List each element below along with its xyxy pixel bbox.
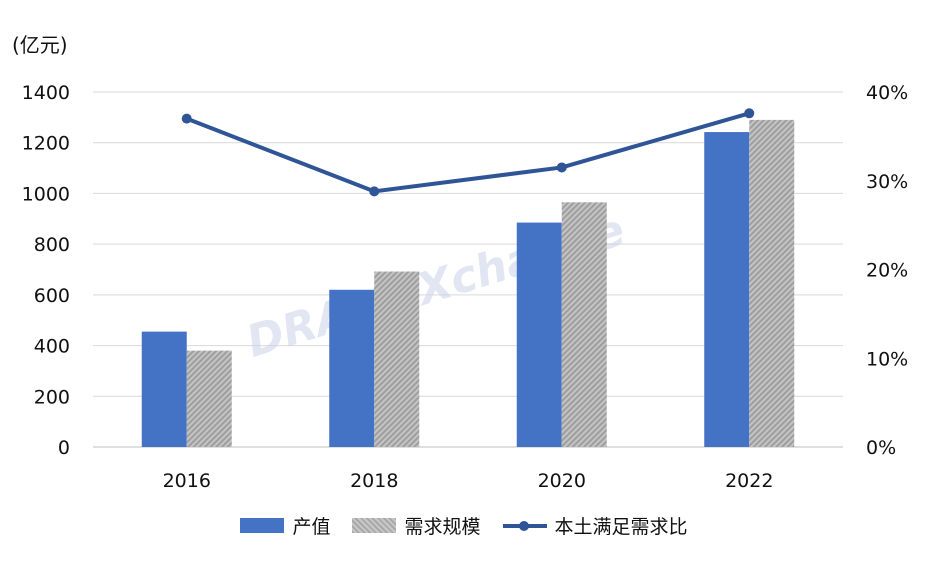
bar-output bbox=[704, 132, 750, 448]
ratio-line bbox=[181, 108, 755, 197]
bar-demand bbox=[749, 119, 795, 448]
x-axis-ticks: 2016 2018 2020 2022 bbox=[163, 470, 774, 492]
legend-label-ratio: 本土满足需求比 bbox=[554, 516, 688, 538]
x-tick-label: 2020 bbox=[538, 470, 586, 492]
legend-label-output: 产值 bbox=[292, 516, 331, 538]
bar-output bbox=[329, 289, 375, 447]
legend-swatch-demand bbox=[352, 518, 397, 533]
x-tick-label: 2018 bbox=[350, 470, 398, 492]
y2-tick-label: 10% bbox=[866, 348, 908, 370]
y-tick-label: 800 bbox=[34, 234, 70, 256]
legend-label-demand: 需求规模 bbox=[404, 516, 481, 538]
bar-demand bbox=[561, 202, 607, 447]
ratio-point bbox=[369, 186, 380, 197]
y-tick-label: 400 bbox=[34, 336, 70, 358]
legend-swatch-output bbox=[240, 518, 285, 533]
legend-item-demand: 需求规模 bbox=[352, 512, 481, 539]
y-tick-label: 1200 bbox=[22, 133, 70, 155]
y-tick-label: 0 bbox=[58, 437, 70, 459]
y-tick-label: 1000 bbox=[22, 183, 70, 205]
bar-demand bbox=[186, 350, 232, 447]
y-tick-label: 200 bbox=[34, 386, 70, 408]
y2-tick-label: 40% bbox=[866, 82, 908, 104]
ratio-point bbox=[744, 108, 755, 119]
legend-swatch-ratio bbox=[502, 518, 547, 533]
bar-output bbox=[516, 222, 562, 447]
ratio-point bbox=[181, 113, 192, 124]
bar-output bbox=[141, 331, 187, 447]
y-axis-unit-label: (亿元) bbox=[12, 33, 68, 57]
y-tick-label: 1400 bbox=[22, 82, 70, 104]
y2-tick-label: 0% bbox=[866, 437, 896, 459]
legend: 产值 需求规模 本土满足需求比 bbox=[0, 512, 928, 539]
y2-axis-ticks: 0% 10% 20% 30% 40% bbox=[866, 82, 908, 459]
ratio-point bbox=[556, 162, 567, 173]
ratio-line-path bbox=[186, 111, 750, 194]
bar-demand bbox=[374, 271, 420, 447]
y2-tick-label: 20% bbox=[866, 260, 908, 282]
x-tick-label: 2022 bbox=[725, 470, 773, 492]
bars bbox=[141, 119, 795, 448]
y2-tick-label: 30% bbox=[866, 171, 908, 193]
y-tick-label: 600 bbox=[34, 285, 70, 307]
x-tick-label: 2016 bbox=[163, 470, 211, 492]
legend-item-ratio: 本土满足需求比 bbox=[502, 512, 688, 539]
legend-item-output: 产值 bbox=[240, 512, 330, 539]
y-axis-ticks: 0 200 400 600 800 1000 1200 1400 bbox=[22, 82, 70, 459]
